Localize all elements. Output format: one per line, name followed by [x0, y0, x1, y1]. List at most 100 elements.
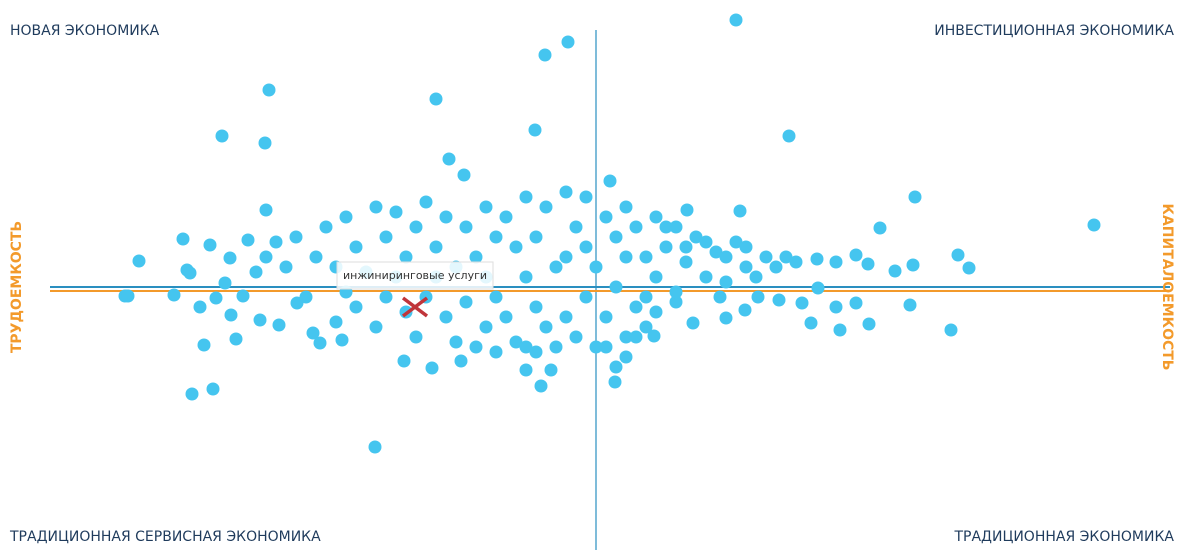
point — [193, 300, 207, 314]
point — [167, 288, 181, 302]
point — [649, 270, 663, 284]
point — [549, 260, 563, 274]
point — [132, 254, 146, 268]
point — [519, 190, 533, 204]
point — [223, 251, 237, 265]
point — [309, 250, 323, 264]
point — [469, 250, 483, 264]
point — [1087, 218, 1101, 232]
point — [539, 200, 553, 214]
point — [319, 220, 333, 234]
point — [829, 255, 843, 269]
highlight: инжиниринговые услуги — [336, 261, 494, 318]
point — [888, 264, 902, 278]
point — [339, 210, 353, 224]
point — [218, 276, 232, 290]
point — [269, 235, 283, 249]
point — [599, 340, 613, 354]
point — [569, 330, 583, 344]
point — [349, 300, 363, 314]
point — [442, 152, 456, 166]
point — [335, 333, 349, 347]
point — [489, 230, 503, 244]
point — [589, 260, 603, 274]
point — [686, 316, 700, 330]
point — [203, 238, 217, 252]
point — [873, 221, 887, 235]
point — [833, 323, 847, 337]
point — [861, 257, 875, 271]
point — [599, 310, 613, 324]
point — [599, 210, 613, 224]
point — [738, 303, 752, 317]
point — [429, 240, 443, 254]
point — [259, 203, 273, 217]
point — [306, 326, 320, 340]
point — [719, 311, 733, 325]
point — [534, 379, 548, 393]
point — [679, 255, 693, 269]
point — [389, 205, 403, 219]
tooltip-box — [336, 261, 494, 290]
point — [509, 240, 523, 254]
point — [579, 240, 593, 254]
point — [419, 195, 433, 209]
point — [829, 300, 843, 314]
point — [609, 280, 623, 294]
point — [459, 220, 473, 234]
point — [379, 230, 393, 244]
point — [559, 185, 573, 199]
point — [457, 168, 471, 182]
point — [908, 190, 922, 204]
point — [603, 174, 617, 188]
point — [121, 289, 135, 303]
point — [549, 340, 563, 354]
point — [539, 320, 553, 334]
point — [669, 220, 683, 234]
point — [608, 375, 622, 389]
point — [649, 305, 663, 319]
point — [609, 230, 623, 244]
point — [739, 260, 753, 274]
point — [479, 320, 493, 334]
point — [903, 298, 917, 312]
point — [185, 387, 199, 401]
point — [519, 340, 533, 354]
point — [249, 265, 263, 279]
point — [489, 290, 503, 304]
point — [739, 240, 753, 254]
point — [313, 336, 327, 350]
point — [479, 200, 493, 214]
point — [699, 235, 713, 249]
point — [659, 240, 673, 254]
point — [272, 318, 286, 332]
point — [729, 235, 743, 249]
point — [647, 329, 661, 343]
point — [241, 233, 255, 247]
point — [709, 245, 723, 259]
point — [639, 290, 653, 304]
point — [629, 220, 643, 234]
point — [449, 335, 463, 349]
quadrant-label: ИНВЕСТИЦИОННАЯ ЭКОНОМИКА — [934, 23, 1174, 39]
point — [544, 363, 558, 377]
point — [619, 200, 633, 214]
point — [619, 330, 633, 344]
point — [499, 210, 513, 224]
point — [329, 315, 343, 329]
point — [209, 291, 223, 305]
point — [769, 260, 783, 274]
point — [289, 230, 303, 244]
point — [559, 250, 573, 264]
point — [751, 290, 765, 304]
axis-label: КАПИТАЛОЕМКОСТЬ — [1159, 204, 1175, 371]
point — [258, 136, 272, 150]
point — [609, 360, 623, 374]
point — [629, 300, 643, 314]
point — [439, 310, 453, 324]
point — [519, 270, 533, 284]
point — [639, 320, 653, 334]
point — [509, 335, 523, 349]
point — [733, 204, 747, 218]
